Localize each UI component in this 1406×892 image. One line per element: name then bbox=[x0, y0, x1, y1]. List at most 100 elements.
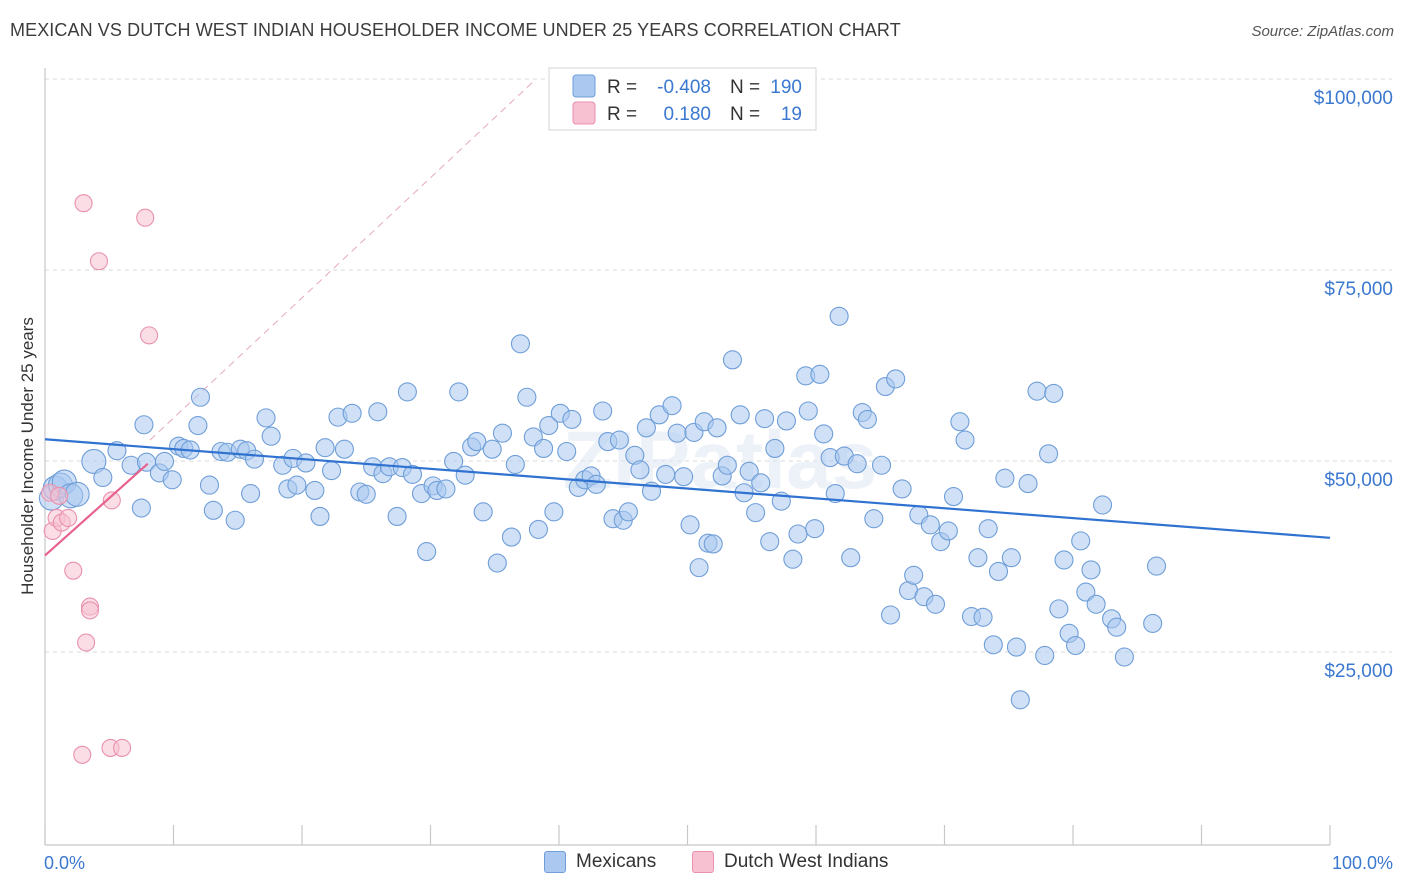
data-point-dutch-west-indians bbox=[59, 508, 78, 528]
data-point-mexicans bbox=[680, 515, 700, 535]
series-legend: Mexicans Dutch West Indians bbox=[0, 851, 1406, 877]
data-point-mexicans bbox=[436, 479, 456, 499]
data-point-mexicans bbox=[1081, 560, 1101, 580]
data-point-mexicans bbox=[256, 408, 276, 428]
data-point-mexicans bbox=[825, 483, 845, 504]
correlation-legend: R = -0.408 N = 190 R = 0.180 N = 19 bbox=[548, 67, 817, 131]
data-point-mexicans bbox=[847, 454, 867, 474]
data-point-mexicans bbox=[64, 481, 90, 507]
data-point-mexicans bbox=[788, 524, 808, 544]
data-point-mexicans bbox=[1071, 531, 1091, 551]
data-point-mexicans bbox=[920, 515, 940, 535]
data-point-mexicans bbox=[805, 519, 825, 539]
data-point-dutch-west-indians bbox=[50, 486, 69, 505]
data-point-mexicans bbox=[356, 484, 376, 504]
data-point-mexicans bbox=[467, 432, 487, 452]
data-point-mexicans bbox=[618, 502, 638, 522]
data-point-mexicans bbox=[667, 423, 687, 443]
y-tick-label: $25,000 bbox=[1324, 661, 1393, 682]
data-point-mexicans bbox=[776, 411, 796, 431]
legend-swatch-mexicans bbox=[544, 851, 566, 873]
data-point-dutch-west-indians bbox=[77, 633, 96, 652]
data-point-mexicans bbox=[925, 594, 946, 614]
x-tick-label: 0.0% bbox=[44, 853, 85, 873]
data-point-mexicans bbox=[261, 426, 281, 446]
legend-r-value: 0.180 bbox=[663, 104, 711, 125]
data-point-mexicans bbox=[586, 474, 606, 494]
data-point-mexicans bbox=[387, 506, 407, 526]
data-point-mexicans bbox=[517, 387, 537, 407]
data-point-mexicans bbox=[315, 438, 335, 458]
data-point-mexicans bbox=[978, 519, 998, 539]
data-point-dutch-west-indians bbox=[64, 561, 83, 580]
data-point-mexicans bbox=[296, 453, 316, 473]
legend-item-mexicans: Mexicans bbox=[544, 851, 656, 873]
data-point-mexicans bbox=[1035, 645, 1055, 666]
data-point-mexicans bbox=[162, 470, 182, 490]
source-label: Source: ZipAtlas.com bbox=[1251, 23, 1394, 40]
legend-r-value: -0.408 bbox=[657, 77, 711, 98]
legend-swatch-pink bbox=[572, 101, 596, 125]
data-point-mexicans bbox=[1107, 617, 1127, 637]
data-point-mexicans bbox=[190, 387, 211, 407]
data-point-mexicans bbox=[397, 382, 417, 402]
data-point-dutch-west-indians bbox=[74, 194, 93, 213]
trend-lines bbox=[44, 438, 1331, 557]
data-point-mexicans bbox=[1027, 381, 1047, 401]
data-point-mexicans bbox=[1114, 647, 1134, 667]
data-point-mexicans bbox=[760, 532, 780, 552]
data-point-mexicans bbox=[334, 439, 354, 459]
data-point-mexicans bbox=[746, 503, 766, 523]
legend-swatch-dutch-west-indians bbox=[692, 851, 714, 873]
data-point-mexicans bbox=[674, 467, 694, 487]
data-point-mexicans bbox=[131, 498, 151, 518]
data-point-dutch-west-indians bbox=[140, 326, 159, 345]
data-point-mexicans bbox=[886, 369, 906, 389]
data-point-mexicans bbox=[534, 438, 554, 458]
data-point-mexicans bbox=[287, 475, 307, 495]
data-point-mexicans bbox=[630, 460, 650, 480]
data-point-mexicans bbox=[814, 424, 834, 444]
data-point-mexicans bbox=[871, 455, 892, 475]
y-tick-label: $100,000 bbox=[1314, 88, 1393, 109]
data-point-mexicans bbox=[703, 534, 723, 554]
y-axis-label: Householder Income Under 25 years bbox=[18, 317, 37, 595]
data-point-mexicans bbox=[857, 409, 877, 429]
data-point-dutch-west-indians bbox=[80, 601, 100, 620]
axes bbox=[44, 68, 1331, 846]
data-point-mexicans bbox=[473, 502, 493, 522]
data-point-mexicans bbox=[810, 364, 830, 384]
legend-n-label: N = bbox=[730, 104, 760, 125]
data-point-mexicans bbox=[1039, 444, 1059, 464]
reference-diagonal-line bbox=[149, 79, 536, 441]
data-point-mexicans bbox=[501, 527, 522, 547]
data-point-mexicans bbox=[983, 635, 1003, 655]
data-point-mexicans bbox=[1018, 474, 1038, 494]
data-point-mexicans bbox=[402, 464, 423, 484]
trend-line-mexicans bbox=[44, 438, 1331, 539]
series-mexicans bbox=[38, 306, 1167, 710]
legend-item-dutch-west-indians: Dutch West Indians bbox=[692, 851, 888, 873]
data-point-dutch-west-indians bbox=[89, 252, 109, 271]
data-point-mexicans bbox=[765, 438, 785, 458]
x-tick-label: 100.0% bbox=[1332, 853, 1393, 873]
data-point-mexicans bbox=[1143, 613, 1163, 633]
data-point-mexicans bbox=[510, 334, 531, 354]
data-point-mexicans bbox=[188, 415, 208, 436]
data-point-mexicans bbox=[1006, 637, 1027, 657]
data-point-mexicans bbox=[955, 430, 975, 450]
data-point-mexicans bbox=[81, 448, 107, 474]
data-point-mexicans bbox=[1066, 636, 1086, 656]
data-point-mexicans bbox=[1093, 495, 1113, 515]
data-point-mexicans bbox=[557, 441, 577, 462]
y-tick-label: $50,000 bbox=[1324, 470, 1393, 491]
data-point-mexicans bbox=[225, 510, 245, 530]
data-point-mexicans bbox=[449, 382, 469, 402]
data-point-mexicans bbox=[1076, 582, 1096, 602]
data-point-mexicans bbox=[609, 430, 629, 450]
data-point-mexicans bbox=[93, 467, 113, 488]
data-point-mexicans bbox=[1044, 383, 1064, 403]
data-point-mexicans bbox=[649, 405, 669, 425]
legend-n-value: 190 bbox=[770, 77, 802, 98]
data-point-mexicans bbox=[730, 405, 750, 425]
